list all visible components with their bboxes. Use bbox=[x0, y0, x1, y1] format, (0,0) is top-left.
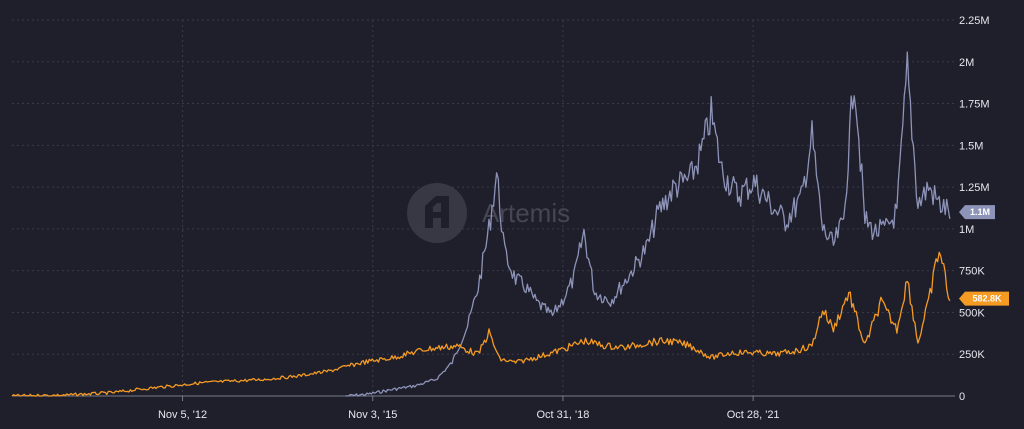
x-axis-ticks: Nov 5, '12 Nov 3, '15 Oct 31, '18 Oct 28, '… bbox=[158, 396, 780, 421]
y-tick-label: 250K bbox=[959, 349, 985, 361]
y-tick-label: 750K bbox=[959, 266, 985, 278]
grey-series-line bbox=[345, 51, 951, 397]
y-tick-label: 1M bbox=[959, 224, 974, 236]
x-tick-label: Oct 31, '18 bbox=[537, 409, 590, 421]
y-tick-label: 500K bbox=[959, 307, 985, 319]
series-lines bbox=[11, 51, 951, 397]
last-value-label: 582.8K bbox=[972, 294, 1002, 304]
orange-series-line bbox=[11, 251, 951, 397]
y-tick-label: 1.5M bbox=[959, 140, 983, 152]
y-tick-label: 0 bbox=[959, 391, 965, 403]
y-tick-label: 1.75M bbox=[959, 99, 990, 111]
last-value-badges: 1.1M 582.8K bbox=[959, 205, 1009, 306]
y-axis-ticks: 0 250K 500K 750K 1M 1.25M 1.5M 1.75M 2M 2.25M bbox=[959, 15, 990, 403]
grid-lines bbox=[12, 19, 955, 397]
y-tick-label: 2M bbox=[959, 57, 974, 69]
watermark-text: Artemis bbox=[482, 198, 570, 228]
x-tick-label: Oct 28, '21 bbox=[727, 409, 780, 421]
y-tick-label: 2.25M bbox=[959, 15, 990, 27]
last-value-badge bbox=[959, 291, 1009, 306]
last-value-badge bbox=[959, 205, 995, 220]
artemis-watermark: Artemis bbox=[407, 183, 570, 243]
x-tick-label: Nov 5, '12 bbox=[158, 409, 207, 421]
last-value-label: 1.1M bbox=[970, 207, 990, 217]
y-tick-label: 1.25M bbox=[959, 182, 990, 194]
x-tick-label: Nov 3, '15 bbox=[348, 409, 397, 421]
